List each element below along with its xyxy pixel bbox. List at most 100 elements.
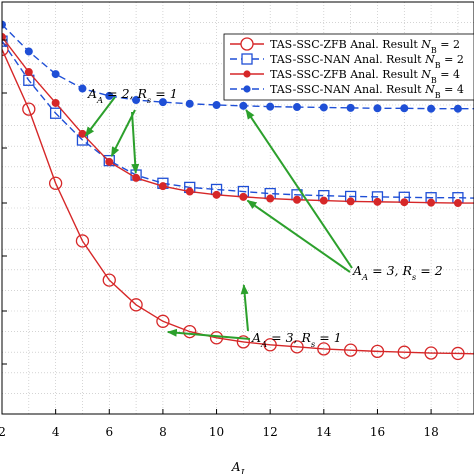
- data-point: [236, 335, 251, 349]
- data-point: [78, 84, 87, 93]
- data-point: [427, 198, 436, 207]
- annotation-label: AA = 3, Rs = 1: [251, 330, 342, 350]
- annotation-arrow: [240, 284, 249, 332]
- data-point: [2, 33, 6, 42]
- data-point: [427, 104, 436, 113]
- annotation-text: A: [352, 263, 362, 278]
- x-axis-label: AJ: [231, 460, 246, 474]
- x-tick-label: 6: [105, 425, 113, 439]
- legend-entry-3: TAS-SSC-ZFB Anal. Result NB = 4: [230, 68, 460, 85]
- data-point: [2, 20, 6, 29]
- data-point: [239, 101, 248, 110]
- data-point: [400, 104, 409, 113]
- data-point: [346, 103, 355, 112]
- data-point: [183, 324, 197, 339]
- annotation-subscript: A: [260, 340, 267, 350]
- data-point: [51, 70, 60, 79]
- annotation-text: A: [87, 86, 97, 101]
- legend-box: [223, 33, 474, 101]
- data-point: [105, 91, 114, 100]
- legend-label-var: N: [420, 68, 431, 81]
- annotation-1: AA = 2, Rs = 1: [84, 86, 178, 174]
- axes: [1, 1, 474, 415]
- data-point: [132, 173, 141, 182]
- data-point: [292, 195, 301, 204]
- annotation-subscript: A: [361, 273, 368, 283]
- annotation-text: A: [251, 330, 261, 345]
- data-point: [319, 196, 328, 205]
- data-point: [48, 176, 63, 190]
- annotation-arrow: [84, 96, 116, 137]
- data-point: [2, 35, 8, 47]
- data-point: [451, 346, 465, 361]
- data-point: [185, 187, 194, 196]
- annotation-label: AA = 2, Rs = 1: [87, 86, 178, 106]
- data-point: [185, 99, 194, 108]
- legend-label-text: TAS-SSC-NAN Anal. Result: [270, 83, 425, 96]
- series-layer: [2, 20, 474, 361]
- data-point: [370, 344, 385, 359]
- annotation-text: = 1: [151, 86, 177, 101]
- x-axis-label-subscript: J: [239, 469, 246, 474]
- data-point: [105, 157, 114, 166]
- annotation-arrow: [110, 109, 136, 158]
- data-point: [51, 98, 60, 107]
- data-point: [132, 96, 141, 105]
- annotation-text: = 3, R: [267, 330, 311, 345]
- data-point: [24, 47, 33, 56]
- series-line: [2, 40, 474, 199]
- annotation-arrow: [166, 328, 251, 340]
- legend-entry-4: TAS-SSC-NAN Anal. Result NB = 4: [230, 83, 464, 100]
- data-point: [292, 103, 301, 112]
- annotation-subscript: A: [96, 96, 103, 106]
- data-point: [102, 273, 116, 287]
- data-point: [453, 104, 462, 113]
- data-point: [397, 345, 411, 359]
- plot-frame: [1, 1, 474, 415]
- data-point: [158, 98, 167, 107]
- legend-label-var: N: [420, 38, 431, 51]
- annotation-arrow: [246, 199, 351, 273]
- annotation-3: AA = 3, Rs = 1: [166, 284, 342, 350]
- data-point: [373, 104, 382, 113]
- data-point: [129, 298, 143, 312]
- series-4: [2, 20, 474, 113]
- data-point: [209, 331, 224, 345]
- data-point: [453, 199, 462, 208]
- annotation-subscript: s: [412, 273, 417, 283]
- legend-label-value: = 2: [437, 38, 460, 51]
- data-point: [239, 192, 248, 201]
- data-point: [158, 182, 167, 191]
- legend-label: TAS-SSC-NAN Anal. Result NB = 4: [270, 83, 464, 100]
- legend-label: TAS-SSC-ZFB Anal. Result NB = 4: [270, 68, 460, 85]
- legend-label: TAS-SSC-NAN Anal. Result NB = 2: [270, 53, 464, 70]
- data-point: [156, 314, 170, 328]
- data-point: [24, 68, 33, 77]
- annotations: AA = 2, Rs = 1AA = 3, Rs = 2AA = 3, Rs =…: [84, 86, 443, 350]
- data-point: [424, 346, 438, 360]
- x-tick-label: 14: [316, 425, 332, 439]
- x-tick-label: 4: [52, 425, 60, 439]
- series-line: [2, 49, 474, 355]
- data-point: [319, 103, 328, 112]
- data-point: [290, 340, 304, 354]
- legend-marker: [240, 37, 254, 51]
- data-point: [400, 198, 409, 207]
- data-point: [75, 234, 90, 248]
- x-tick-label: 12: [263, 425, 278, 439]
- legend-label-value: = 2: [441, 53, 464, 66]
- data-point: [343, 343, 358, 357]
- data-point: [346, 197, 355, 206]
- data-point: [22, 102, 36, 116]
- series-3: [2, 33, 474, 208]
- legend-label-subscript: B: [431, 76, 437, 85]
- legend: TAS-SSC-ZFB Anal. Result NB = 2TAS-SSC-N…: [223, 33, 474, 101]
- legend-label-var: N: [424, 53, 435, 66]
- data-point: [212, 190, 221, 199]
- annotation-arrow: [245, 109, 353, 269]
- data-point: [373, 197, 382, 206]
- data-point: [266, 194, 275, 203]
- data-point: [263, 338, 277, 352]
- data-point: [78, 129, 87, 138]
